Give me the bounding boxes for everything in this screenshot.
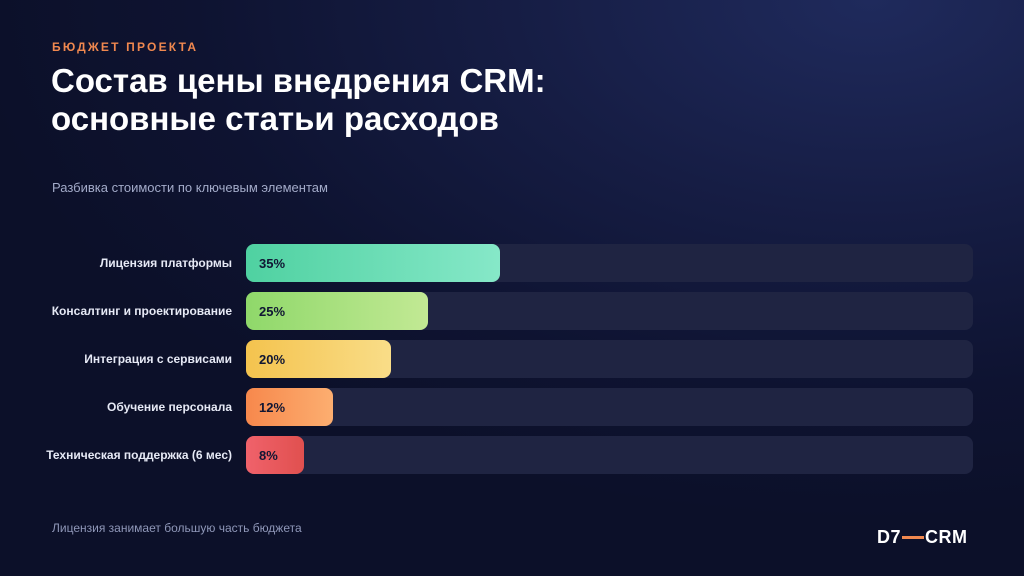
bar-track: 20% [246, 340, 973, 378]
bar-value-label: 20% [259, 351, 286, 367]
category-label: Обучение персонала [106, 400, 232, 414]
bar-track: 8% [246, 436, 973, 474]
category-label: Техническая поддержка (6 мес) [46, 448, 232, 462]
logo-dash [902, 536, 925, 539]
bar-track: 35% [246, 244, 973, 282]
category-label: Лицензия платформы [99, 256, 232, 270]
bar: 35% [246, 244, 500, 282]
logo-left-text: D7 [877, 527, 902, 547]
bar-row: Интеграция с сервисами 20% [0, 340, 1024, 378]
bar-row: Лицензия платформы 35% [0, 244, 1024, 282]
eyebrow-label: БЮДЖЕТ ПРОЕКТА [52, 40, 199, 54]
brand-logo: D7 CRM [877, 527, 968, 548]
bar-row: Консалтинг и проектирование 25% [0, 292, 1024, 330]
page-subtitle: Разбивка стоимости по ключевым элементам [52, 180, 328, 195]
footnote: Лицензия занимает большую часть бюджета [52, 521, 302, 535]
bar-track: 25% [246, 292, 973, 330]
bar-value-label: 25% [259, 303, 286, 319]
bar-row: Техническая поддержка (6 мес) 8% [0, 436, 1024, 474]
bar: 12% [246, 388, 333, 426]
bar: 25% [246, 292, 428, 330]
category-label: Консалтинг и проектирование [51, 304, 232, 318]
bar-row: Обучение персонала 12% [0, 388, 1024, 426]
bar-track: 12% [246, 388, 973, 426]
logo-right-text: CRM [925, 527, 968, 547]
bar: 20% [246, 340, 391, 378]
bar-value-label: 12% [259, 399, 286, 415]
page-title: Состав цены внедрения CRM: основные стат… [51, 62, 546, 137]
bar-value-label: 8% [259, 447, 278, 463]
bar: 8% [246, 436, 304, 474]
category-label: Интеграция с сервисами [84, 352, 232, 366]
bar-value-label: 35% [259, 255, 286, 271]
